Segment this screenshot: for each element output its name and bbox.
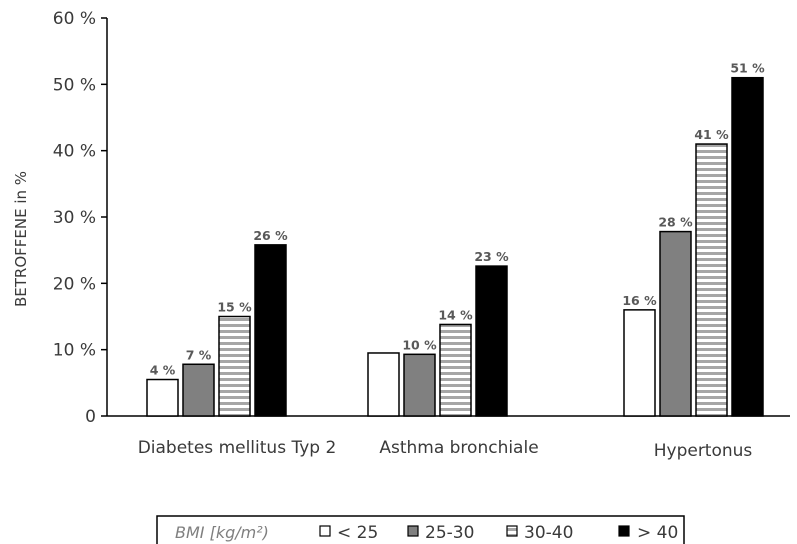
bar-1-0 xyxy=(182,363,215,417)
y-axis-title: BETROFFENE in % xyxy=(12,171,30,307)
legend-title: BMI [kg/m²) xyxy=(175,523,269,542)
bar-2-0 xyxy=(218,315,251,417)
data-label-2-1: 14 % xyxy=(438,307,473,322)
bar-3-1 xyxy=(475,265,508,417)
bars xyxy=(146,76,764,417)
data-label-1-2: 28 % xyxy=(658,215,693,230)
data-label-3-0: 26 % xyxy=(253,228,288,243)
bar-0-0 xyxy=(146,378,179,417)
data-label-1-1: 10 % xyxy=(402,337,437,352)
bar-3-0 xyxy=(254,244,287,417)
bar-0-1 xyxy=(367,352,400,417)
data-label-3-1: 23 % xyxy=(474,249,509,264)
y-tick-label: 40 % xyxy=(53,142,96,162)
data-label-0-0: 4 % xyxy=(150,363,176,378)
data-label-3-2: 51 % xyxy=(730,61,765,76)
data-label-2-0: 15 % xyxy=(217,300,252,315)
bar-2-2 xyxy=(695,143,728,417)
x-category-label: Asthma bronchiale xyxy=(379,438,538,458)
legend-label-0: < 25 xyxy=(337,523,378,543)
legend-swatch-0 xyxy=(319,525,331,537)
y-tick-label: 20 % xyxy=(53,274,96,294)
bar-0-2 xyxy=(623,309,656,417)
data-label-2-2: 41 % xyxy=(694,127,729,142)
y-tick-label: 30 % xyxy=(53,208,96,228)
legend-swatch-1 xyxy=(407,525,419,537)
legend-swatch-3 xyxy=(618,525,630,537)
legend-label-1: 25-30 xyxy=(425,523,474,543)
y-tick-label: 60 % xyxy=(53,9,96,29)
bar-3-2 xyxy=(731,76,764,417)
legend-swatch-2 xyxy=(506,525,518,537)
bar-2-1 xyxy=(439,323,472,417)
y-tick-label: 0 xyxy=(85,407,96,427)
legend-label-3: > 40 xyxy=(637,523,678,543)
bar-1-2 xyxy=(659,230,692,417)
legend-label-2: 30-40 xyxy=(524,523,573,543)
y-tick-label: 50 % xyxy=(53,75,96,95)
axes: 0 10 % 20 % 30 % 40 % 50 % 60 % BETROFFENE in %… xyxy=(12,9,790,461)
bar-1-1 xyxy=(403,353,436,417)
data-label-1-0: 7 % xyxy=(186,347,212,362)
legend-box xyxy=(156,515,685,544)
x-category-label: Hypertonus xyxy=(654,441,753,461)
data-labels: 4 % 16 % 7 % 10 % 28 % 15 % 14 % 41 % 26 % 23 % 51… xyxy=(150,61,765,378)
y-tick-label: 10 % xyxy=(53,341,96,361)
x-category-label: Diabetes mellitus Typ 2 xyxy=(138,438,337,458)
legend: BMI [kg/m²) < 25 25-30 30-40 > 40 xyxy=(156,515,685,544)
data-label-0-2: 16 % xyxy=(622,293,657,308)
